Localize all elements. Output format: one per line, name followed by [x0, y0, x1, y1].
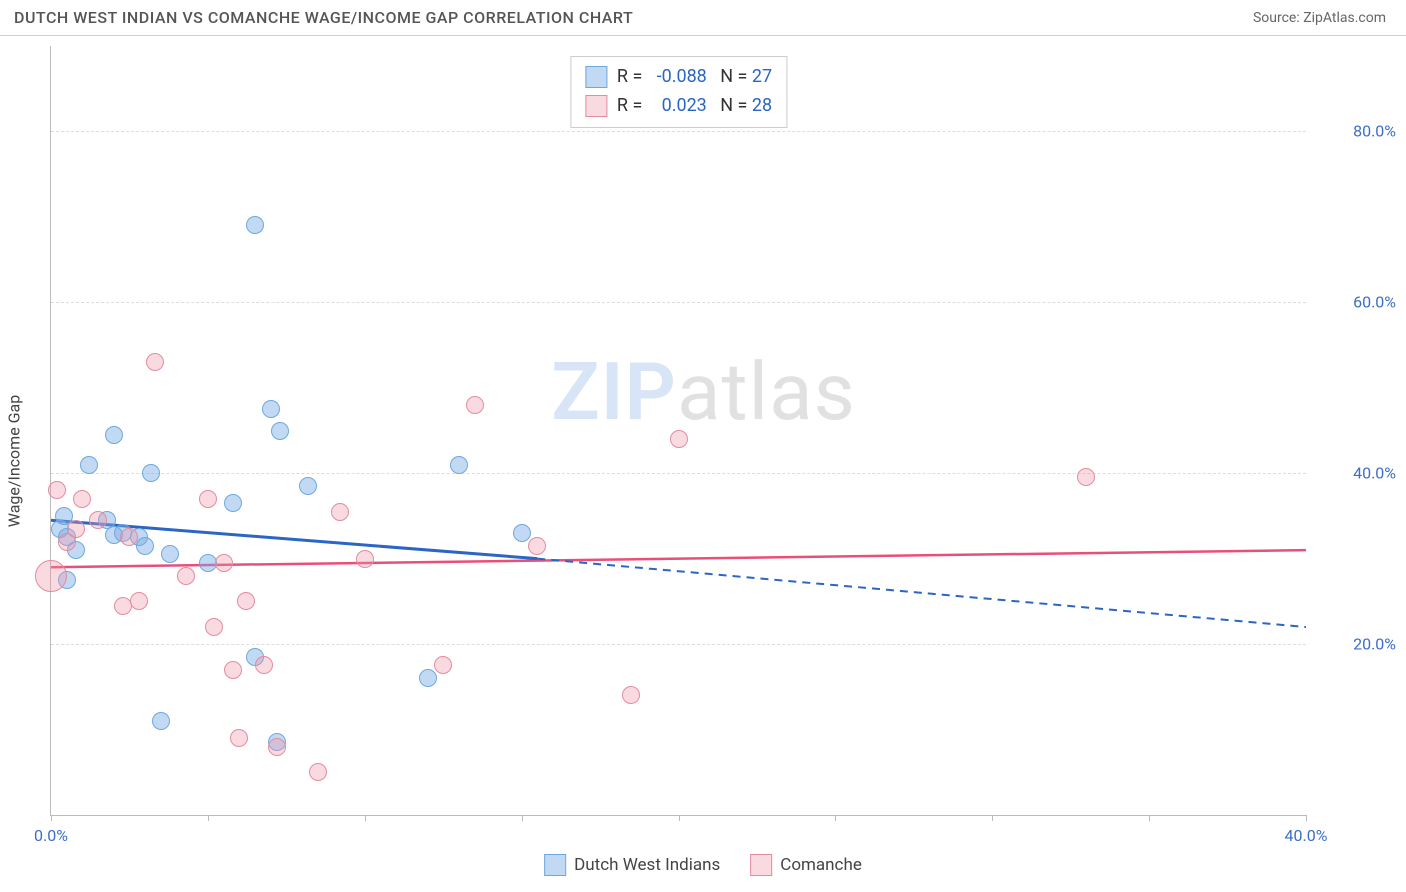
correlation-legend: R = -0.088 N = 27R = 0.023 N = 28: [570, 56, 787, 128]
chart-title: DUTCH WEST INDIAN VS COMANCHE WAGE/INCOM…: [14, 8, 633, 27]
scatter-point: [271, 422, 289, 440]
y-tick-label: 20.0%: [1316, 635, 1396, 654]
scatter-point: [268, 738, 286, 756]
scatter-point: [161, 545, 179, 563]
scatter-point: [120, 528, 138, 546]
scatter-point: [356, 550, 374, 568]
scatter-point: [622, 686, 640, 704]
scatter-point: [224, 661, 242, 679]
legend-label: Dutch West Indians: [574, 855, 720, 875]
scatter-point: [1077, 468, 1095, 486]
legend-label: Comanche: [780, 855, 862, 875]
scatter-point: [255, 656, 273, 674]
y-axis-label: Wage/Income Gap: [5, 395, 24, 527]
y-tick-label: 40.0%: [1316, 464, 1396, 483]
scatter-point: [246, 216, 264, 234]
scatter-point: [224, 494, 242, 512]
scatter-point: [230, 729, 248, 747]
gridline: [51, 131, 1306, 132]
scatter-point: [35, 560, 67, 592]
gridline: [51, 644, 1306, 645]
scatter-point: [528, 537, 546, 555]
scatter-point: [262, 400, 280, 418]
watermark: ZIPatlas: [551, 345, 856, 439]
scatter-point: [105, 426, 123, 444]
legend-row: R = 0.023 N = 28: [585, 92, 772, 121]
x-tick-label: 0.0%: [34, 826, 68, 845]
scatter-point: [80, 456, 98, 474]
scatter-point: [67, 520, 85, 538]
scatter-point: [73, 490, 91, 508]
chart-header: DUTCH WEST INDIAN VS COMANCHE WAGE/INCOM…: [0, 0, 1406, 36]
x-tick-mark: [51, 815, 52, 821]
x-tick-mark: [679, 815, 680, 821]
scatter-point: [309, 763, 327, 781]
scatter-point: [466, 396, 484, 414]
series-legend: Dutch West Indians Comanche: [544, 854, 862, 876]
x-tick-mark: [208, 815, 209, 821]
legend-swatch: [585, 66, 607, 88]
x-tick-mark: [835, 815, 836, 821]
scatter-point: [146, 353, 164, 371]
scatter-point: [513, 524, 531, 542]
source-label: Source: ZipAtlas.com: [1253, 10, 1386, 26]
scatter-point: [237, 592, 255, 610]
x-tick-mark: [1149, 815, 1150, 821]
scatter-point: [136, 537, 154, 555]
scatter-point: [89, 511, 107, 529]
scatter-point: [130, 592, 148, 610]
scatter-point: [177, 567, 195, 585]
plot-area: ZIPatlas R = -0.088 N = 27R = 0.023 N = …: [50, 46, 1306, 816]
gridline: [51, 302, 1306, 303]
scatter-point: [331, 503, 349, 521]
scatter-point: [142, 464, 160, 482]
x-tick-mark: [1306, 815, 1307, 821]
scatter-point: [205, 618, 223, 636]
scatter-point: [48, 481, 66, 499]
scatter-point: [152, 712, 170, 730]
legend-swatch: [544, 854, 566, 876]
legend-row: R = -0.088 N = 27: [585, 63, 772, 92]
chart-area: Wage/Income Gap ZIPatlas R = -0.088 N = …: [0, 36, 1406, 886]
scatter-point: [670, 430, 688, 448]
y-tick-label: 60.0%: [1316, 293, 1396, 312]
scatter-point: [199, 490, 217, 508]
legend-item: Dutch West Indians: [544, 854, 720, 876]
legend-swatch: [750, 854, 772, 876]
x-tick-label: 40.0%: [1285, 826, 1328, 845]
legend-item: Comanche: [750, 854, 862, 876]
gridline: [51, 473, 1306, 474]
scatter-point: [215, 554, 233, 572]
y-tick-label: 80.0%: [1316, 122, 1396, 141]
scatter-point: [434, 656, 452, 674]
legend-swatch: [585, 95, 607, 117]
scatter-point: [419, 669, 437, 687]
scatter-point: [450, 456, 468, 474]
x-tick-mark: [992, 815, 993, 821]
x-tick-mark: [365, 815, 366, 821]
scatter-point: [299, 477, 317, 495]
x-tick-mark: [522, 815, 523, 821]
